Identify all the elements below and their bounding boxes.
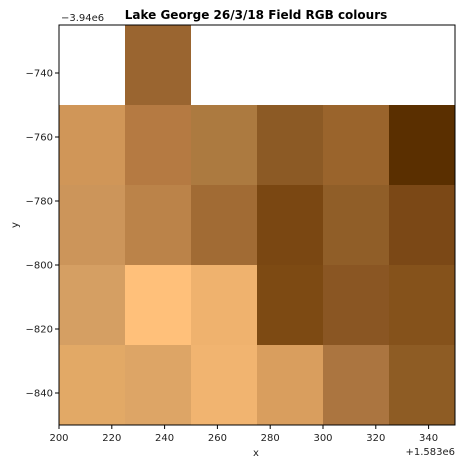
y-offset-label: −3.94e6 bbox=[61, 13, 104, 24]
axes-frame bbox=[58, 24, 456, 426]
heatmap-cell bbox=[59, 105, 125, 185]
heatmap-cell bbox=[59, 345, 125, 425]
x-offset-label: +1.583e6 bbox=[405, 447, 455, 458]
heatmap-cell bbox=[125, 345, 191, 425]
y-axis-label: y bbox=[10, 222, 21, 228]
heatmap-cell bbox=[191, 265, 257, 345]
heatmap-cell bbox=[59, 185, 125, 265]
x-tick-label: 200 bbox=[49, 433, 68, 444]
heatmap-cell bbox=[257, 345, 323, 425]
heatmap-cell bbox=[125, 105, 191, 185]
x-tick-label: 320 bbox=[366, 433, 385, 444]
heatmap-cell bbox=[125, 25, 191, 105]
heatmap-cell bbox=[125, 265, 191, 345]
y-tick-label: −840 bbox=[26, 389, 53, 400]
heatmap-cell bbox=[389, 185, 455, 265]
heatmap-cell bbox=[389, 345, 455, 425]
heatmap-cell bbox=[191, 105, 257, 185]
heatmap-cell bbox=[191, 345, 257, 425]
y-axis-ticks: −740 −760 −780 −800 −820 −840 bbox=[26, 69, 59, 400]
x-axis-ticks: 200 220 240 260 280 300 320 340 bbox=[49, 425, 438, 444]
y-tick-label: −800 bbox=[26, 261, 53, 272]
x-axis-label: x bbox=[253, 448, 259, 459]
y-tick-label: −760 bbox=[26, 133, 53, 144]
heatmap-cell bbox=[389, 105, 455, 185]
chart-title: Lake George 26/3/18 Field RGB colours bbox=[125, 8, 388, 22]
heatmap-cell bbox=[125, 185, 191, 265]
x-tick-label: 260 bbox=[208, 433, 227, 444]
heatmap-cell bbox=[323, 345, 389, 425]
heatmap-cell bbox=[257, 265, 323, 345]
x-tick-label: 280 bbox=[261, 433, 280, 444]
x-tick-label: 240 bbox=[155, 433, 174, 444]
heatmap-cell bbox=[191, 185, 257, 265]
y-tick-label: −780 bbox=[26, 197, 53, 208]
y-tick-label: −820 bbox=[26, 325, 53, 336]
heatmap-cell bbox=[323, 265, 389, 345]
heatmap-cells bbox=[59, 25, 455, 425]
heatmap-cell bbox=[257, 105, 323, 185]
heatmap-cell bbox=[323, 105, 389, 185]
x-tick-label: 340 bbox=[419, 433, 438, 444]
x-tick-label: 220 bbox=[102, 433, 121, 444]
heatmap-cell bbox=[389, 265, 455, 345]
heatmap-cell bbox=[59, 265, 125, 345]
x-tick-label: 300 bbox=[313, 433, 332, 444]
heatmap-cell bbox=[257, 185, 323, 265]
heatmap-cell bbox=[323, 185, 389, 265]
y-tick-label: −740 bbox=[26, 69, 53, 80]
